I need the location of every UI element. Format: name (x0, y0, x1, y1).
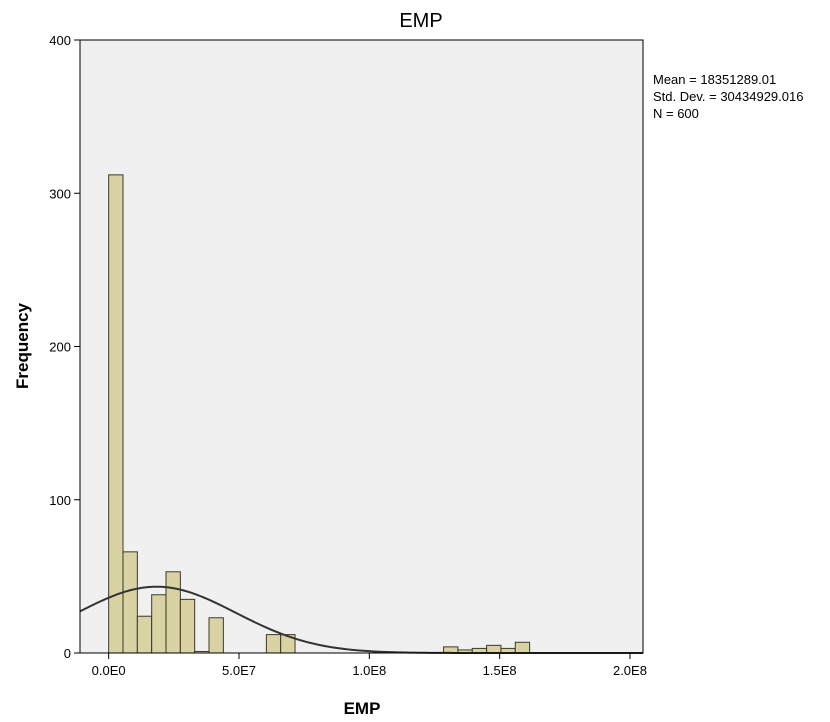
histogram-bars (108, 174, 531, 654)
stats-n: N = 600 (653, 106, 699, 121)
plot-background (80, 40, 643, 653)
histogram-bar (108, 174, 124, 654)
histogram-bar (208, 617, 224, 654)
x-tick-label: 1.0E8 (352, 663, 386, 678)
histogram-bar (265, 634, 282, 654)
y-tick-label: 0 (64, 646, 71, 661)
histogram-bar (136, 615, 153, 654)
x-tick-label: 0.0E0 (92, 663, 126, 678)
stats-std-dev: Std. Dev. = 30434929.016 (653, 89, 803, 104)
x-tick-label: 1.5E8 (483, 663, 517, 678)
histogram-bar (486, 644, 502, 654)
x-axis: 0.0E0 5.0E7 1.0E8 1.5E8 2.0E8 (92, 653, 647, 678)
histogram-bar (179, 598, 196, 654)
stats-mean: Mean = 18351289.01 (653, 72, 776, 87)
histogram-bar (122, 551, 138, 654)
y-axis: 0 100 200 300 400 (49, 33, 80, 661)
y-tick-label: 200 (49, 340, 71, 355)
x-tick-label: 2.0E8 (613, 663, 647, 678)
histogram-bar (151, 594, 167, 654)
x-axis-title: EMP (344, 699, 381, 718)
y-tick-label: 300 (49, 186, 71, 201)
stats-box: Mean = 18351289.01 Std. Dev. = 30434929.… (653, 72, 803, 121)
chart-title: EMP (399, 10, 442, 32)
y-tick-label: 100 (49, 493, 71, 508)
y-tick-label: 400 (49, 33, 71, 48)
histogram-bar (165, 571, 181, 654)
y-axis-title: Frequency (13, 302, 32, 389)
plot-area (79, 39, 644, 654)
x-tick-label: 5.0E7 (222, 663, 256, 678)
histogram-bar (514, 641, 531, 654)
